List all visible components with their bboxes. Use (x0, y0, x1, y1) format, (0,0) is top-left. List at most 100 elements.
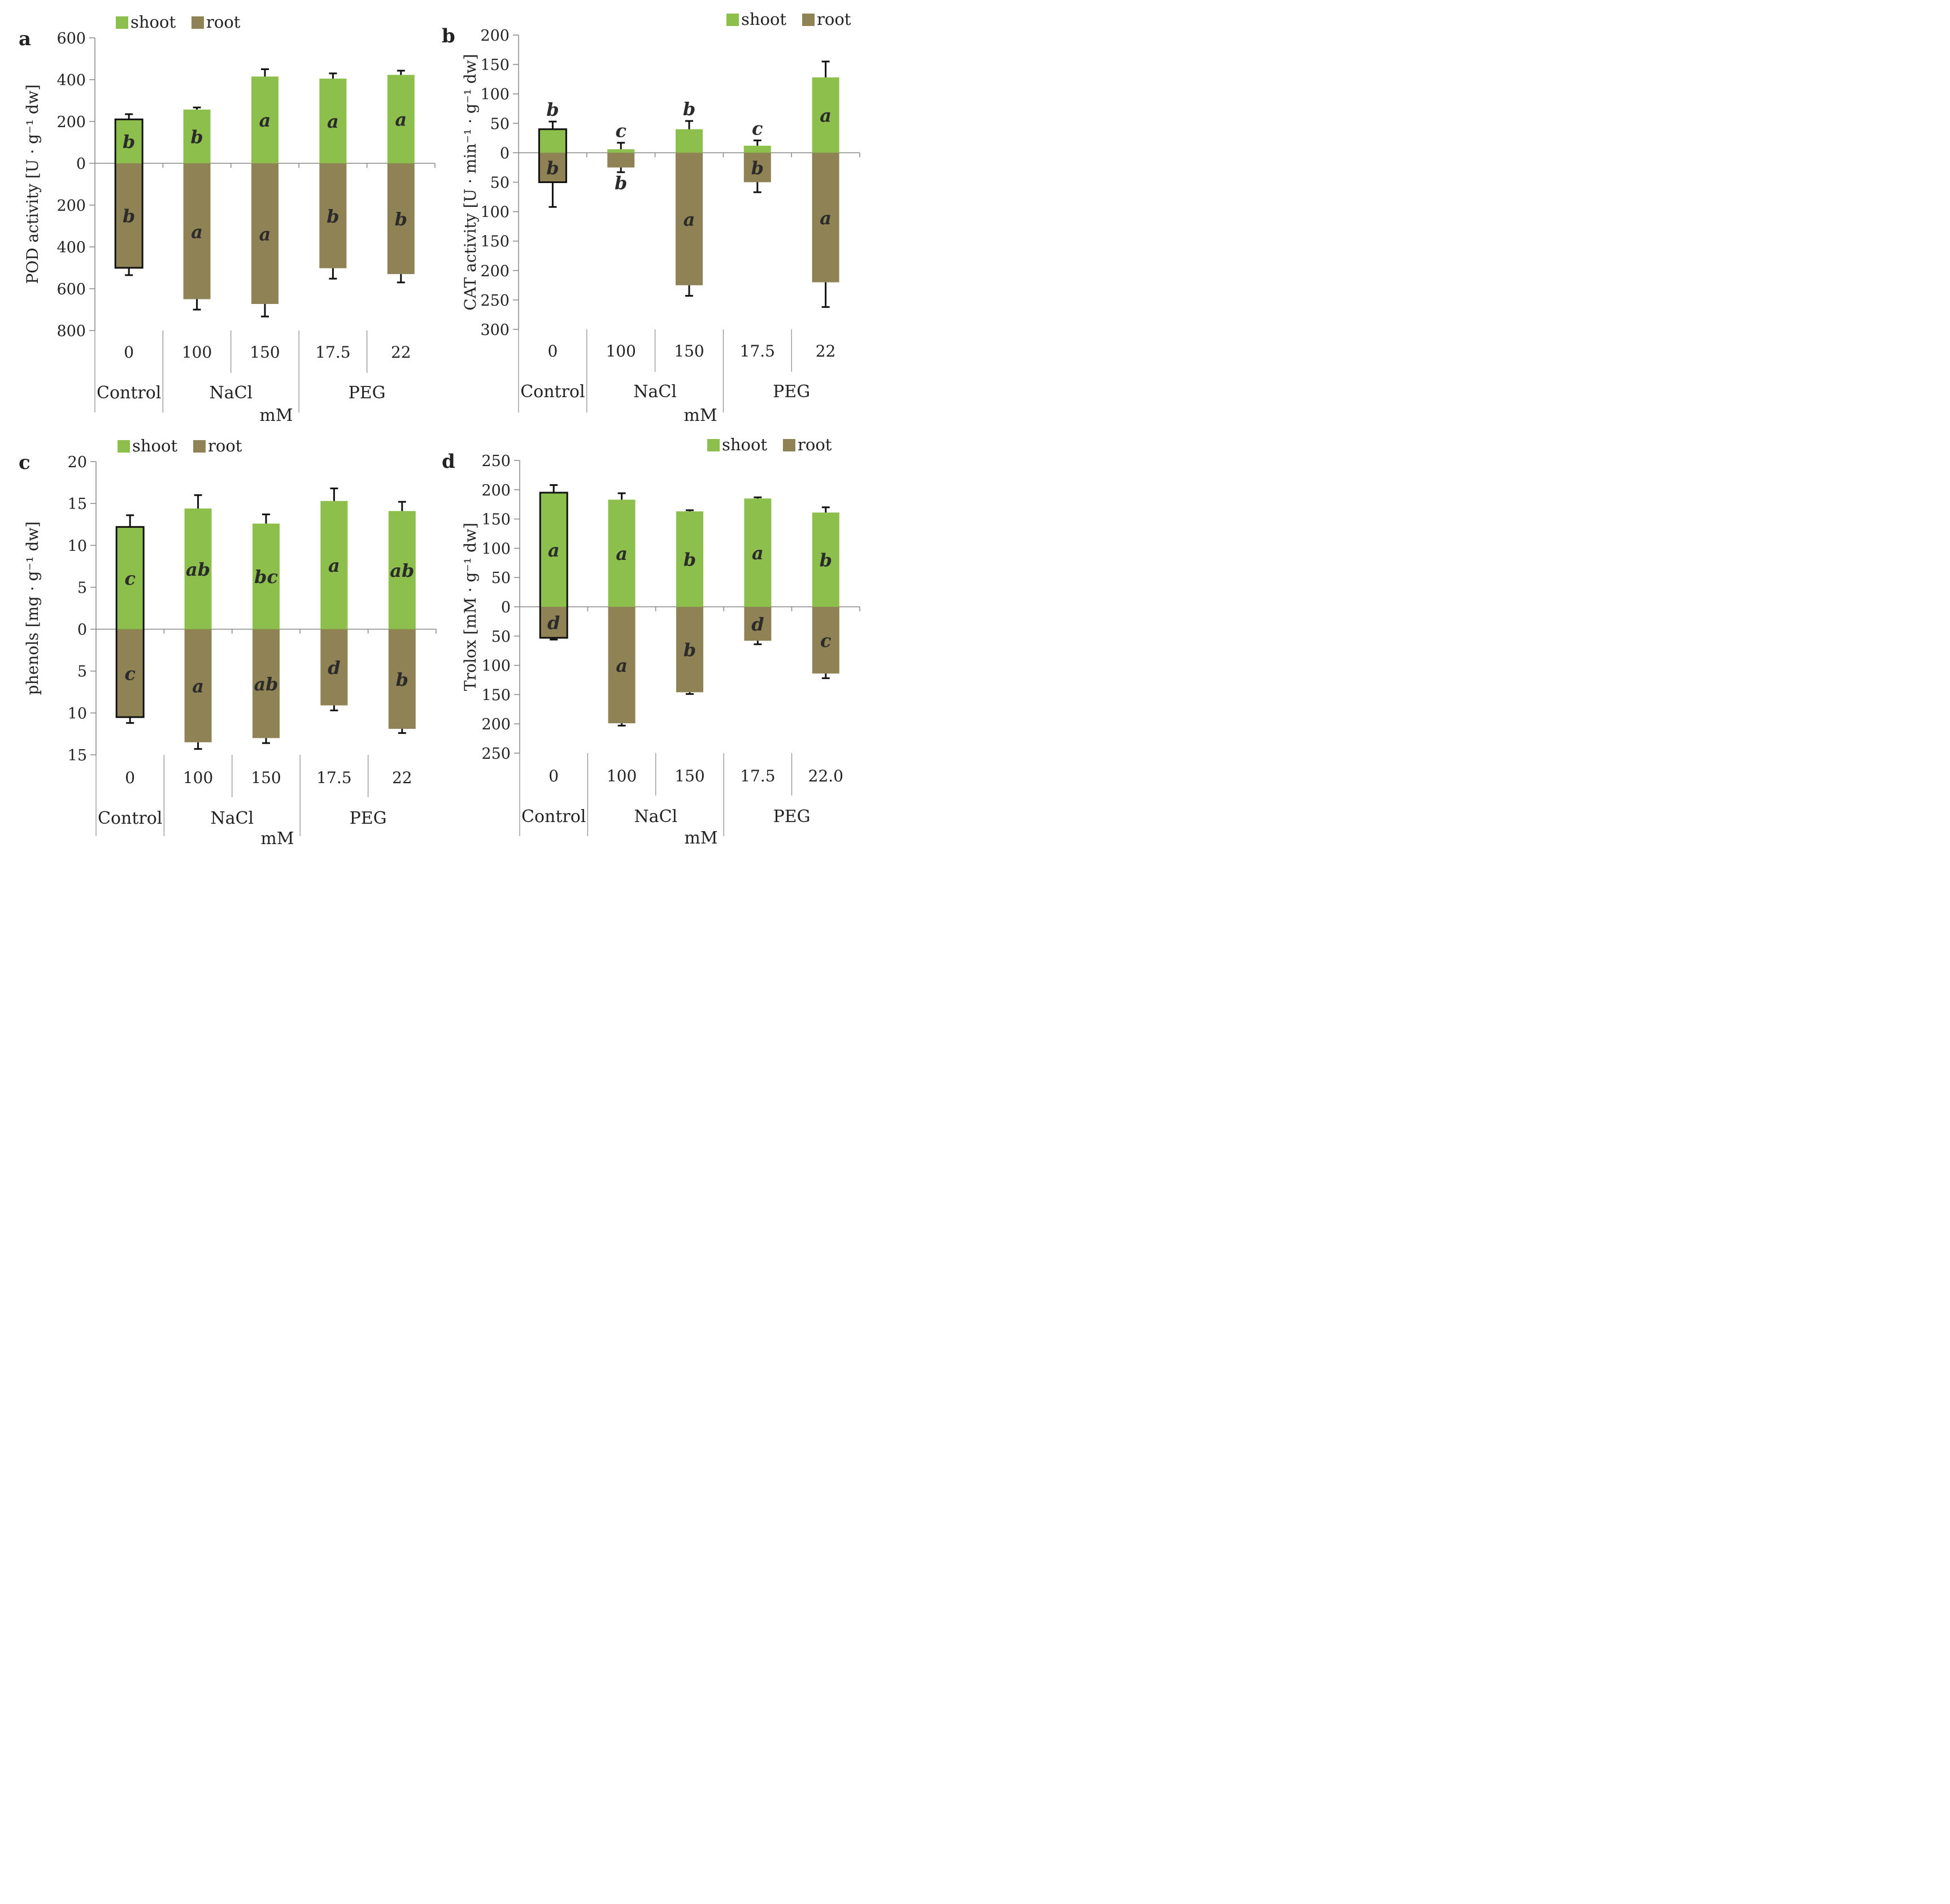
root-bar (251, 163, 278, 305)
significance-letter: a (548, 540, 560, 561)
x-tick-label: 22 (392, 768, 412, 787)
y-tick-label: 250 (480, 292, 510, 310)
y-tick-label: 50 (491, 570, 511, 587)
legend-swatch-shoot (117, 440, 130, 453)
y-tick-label: 100 (480, 204, 510, 221)
legend-swatch-shoot (726, 14, 739, 26)
root-bar (320, 629, 348, 706)
significance-letter: a (616, 655, 628, 676)
significance-letter: b (395, 208, 407, 230)
y-tick-label: 20 (68, 454, 87, 471)
significance-letter: d (751, 614, 764, 635)
legend-swatch-root (191, 16, 204, 29)
x-group-label: NaCl (209, 383, 253, 403)
root-bar (812, 153, 839, 282)
y-tick-label: 600 (56, 30, 86, 47)
significance-letter: b (123, 131, 135, 153)
shoot-bar (608, 499, 636, 607)
significance-letter: b (327, 206, 339, 227)
shoot-bar (319, 79, 347, 163)
root-bar (115, 163, 143, 268)
legend-swatch-shoot (707, 439, 720, 451)
x-axis-title: mM (259, 406, 293, 425)
x-group-label: PEG (350, 808, 387, 828)
root-bar (607, 153, 635, 168)
y-tick-label: 200 (56, 197, 86, 215)
shoot-bar (812, 77, 839, 153)
y-tick-label: 0 (501, 599, 511, 616)
significance-letter: b (546, 157, 559, 179)
y-axis-title: POD activity [U · g⁻¹ dw] (23, 84, 42, 284)
control-bar-outline (539, 492, 568, 639)
y-tick-label: 15 (68, 495, 87, 513)
y-tick-label: 400 (56, 72, 86, 89)
panel-letter: c (19, 451, 31, 474)
x-tick-label: 150 (250, 343, 280, 362)
y-axis-title: Trolox [mM · g⁻¹ dw] (461, 523, 480, 691)
y-tick-label: 150 (481, 511, 511, 529)
x-tick-label: 22 (816, 342, 836, 360)
significance-letter: ab (390, 560, 414, 581)
x-group-label: PEG (349, 383, 386, 403)
significance-letter: a (820, 105, 832, 127)
y-tick-label: 0 (77, 621, 87, 639)
x-group-label: NaCl (634, 807, 677, 827)
x-axis-title: mM (260, 829, 294, 849)
y-tick-label: 50 (490, 115, 510, 133)
significance-letter: a (328, 555, 340, 576)
x-group-label: Control (520, 382, 585, 402)
x-tick-label: 100 (182, 343, 212, 362)
significance-letter: c (124, 568, 135, 589)
y-tick-label: 5 (77, 663, 87, 681)
x-tick-label: 100 (607, 767, 637, 785)
significance-letter: c (820, 630, 831, 651)
significance-letter: a (192, 676, 204, 697)
significance-letter: a (395, 109, 407, 131)
shoot-bar (184, 508, 212, 629)
root-bar (812, 607, 839, 674)
x-tick-label: 150 (251, 768, 281, 787)
x-group-label: NaCl (633, 382, 677, 402)
legend-label-root: root (798, 435, 832, 454)
shoot-bar (388, 511, 416, 629)
y-tick-label: 200 (481, 716, 511, 733)
y-tick-label: 300 (480, 321, 510, 339)
panel-letter: d (442, 450, 455, 473)
root-bar (253, 629, 280, 738)
x-tick-label: 22.0 (808, 767, 843, 785)
significance-letter: b (123, 206, 135, 227)
x-tick-label: 22 (391, 343, 411, 362)
significance-letter: b (820, 550, 832, 571)
root-bar (183, 163, 211, 299)
y-tick-label: 5 (77, 579, 87, 597)
significance-letter: a (191, 221, 203, 242)
y-tick-label: 200 (56, 114, 86, 131)
x-group-label: NaCl (210, 808, 254, 828)
shoot-bar (539, 129, 567, 153)
significance-letter: b (683, 98, 695, 120)
shoot-bar (743, 145, 771, 153)
legend-label-shoot: shoot (132, 436, 177, 455)
significance-letter: c (615, 120, 626, 142)
significance-letter: d (328, 657, 340, 679)
y-tick-label: 15 (68, 747, 87, 764)
significance-letter: d (547, 612, 560, 633)
y-tick-label: 10 (68, 705, 87, 723)
x-tick-label: 100 (606, 342, 636, 360)
legend-label-shoot: shoot (130, 12, 176, 32)
legend-label-root: root (208, 436, 242, 455)
legend-label-shoot: shoot (722, 435, 767, 454)
shoot-bar (540, 492, 568, 607)
significance-letter: b (684, 640, 696, 661)
legend-label-root: root (817, 10, 851, 29)
significance-letter: a (327, 111, 339, 132)
y-tick-label: 10 (68, 537, 87, 555)
legend: shoot root (726, 10, 851, 29)
y-tick-label: 100 (481, 540, 511, 558)
shoot-bar (812, 512, 839, 607)
significance-letter: a (752, 542, 764, 564)
x-tick-label: 17.5 (740, 767, 775, 785)
y-axis-title: CAT activity [U · min⁻¹ · g⁻¹ dw] (461, 54, 480, 310)
legend-swatch-root (193, 440, 206, 453)
